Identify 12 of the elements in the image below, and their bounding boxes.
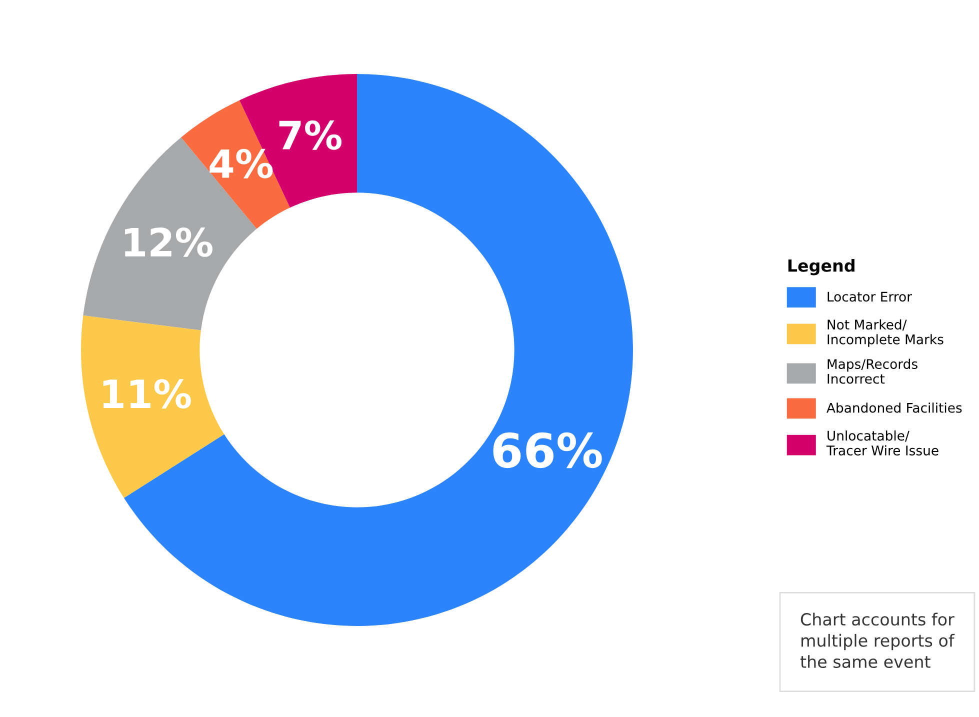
legend-label: Unlocatable/ Tracer Wire Issue [826, 430, 938, 456]
legend-title: Legend [788, 258, 854, 276]
legend-label: Maps/Records Incorrect [828, 358, 918, 384]
data-label: 11% [103, 379, 191, 409]
data-label: 12% [124, 227, 212, 257]
data-label: 66% [493, 432, 602, 468]
legend-label: Locator Error [828, 292, 912, 302]
text: Chart accounts for multiple reports of the same event [800, 612, 955, 668]
data-label: 4% [210, 148, 273, 178]
data-label: 7% [279, 120, 342, 150]
legend-label: Abandoned Facilities [826, 402, 962, 413]
legend-label: Not Marked/ Incomplete Marks [828, 319, 944, 347]
